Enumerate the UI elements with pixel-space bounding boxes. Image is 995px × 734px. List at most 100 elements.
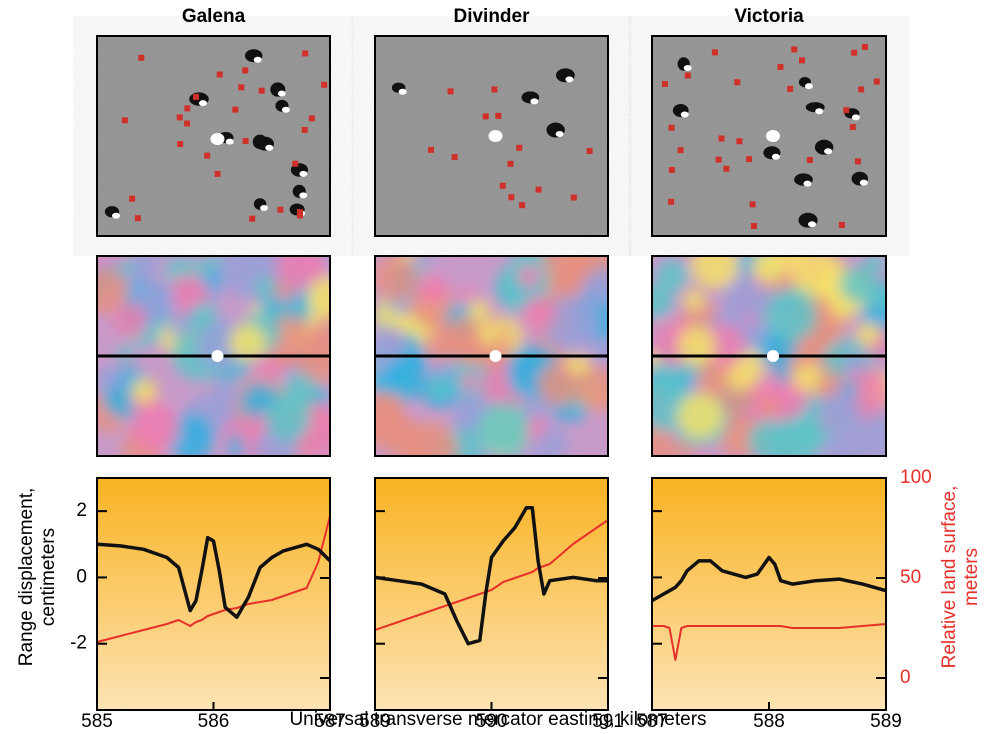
x-tick-label: 585: [81, 711, 113, 732]
site-marker: [451, 154, 458, 161]
fringe: [228, 323, 267, 362]
fringe: [864, 256, 886, 275]
x-tick-label: 589: [359, 711, 391, 732]
site-marker: [715, 156, 722, 163]
fringe: [542, 295, 599, 352]
site-marker: [516, 144, 523, 151]
y-axis-label: Range displacement, centimeters: [16, 487, 59, 667]
fringe: [792, 363, 822, 393]
y2-tick-label: 100: [900, 467, 932, 488]
fringe: [820, 433, 862, 456]
site-marker: [296, 209, 303, 216]
interferogram-blobs: [375, 256, 608, 456]
crater-light: [277, 90, 286, 97]
site-marker: [851, 49, 858, 56]
site-marker: [750, 223, 757, 230]
site-marker: [134, 215, 141, 222]
crater-light: [299, 192, 308, 199]
crater-light: [198, 100, 207, 107]
fringe: [517, 264, 541, 288]
site-marker: [277, 206, 284, 213]
fringe: [758, 396, 779, 418]
crater-light: [299, 170, 308, 177]
series-line: [374, 506, 608, 646]
fringe: [125, 256, 161, 280]
crater-light: [803, 180, 812, 187]
crater-light: [804, 83, 813, 90]
y2-tick-label: 50: [900, 567, 921, 588]
site-marker: [138, 54, 145, 61]
site-marker: [749, 201, 756, 208]
center-marker: [489, 350, 502, 362]
fringe: [169, 273, 209, 314]
crater-light: [530, 98, 539, 105]
fringe: [774, 256, 806, 273]
site-marker: [787, 85, 794, 92]
site-marker: [718, 135, 725, 142]
site-marker: [176, 114, 183, 121]
fringe: [276, 256, 323, 289]
y-tick-label: -2: [70, 633, 87, 654]
y-tick-label: 0: [76, 566, 87, 587]
crater-light: [859, 179, 868, 186]
center-marker: [767, 350, 779, 362]
site-marker: [499, 182, 506, 189]
x-tick-label: 588: [753, 711, 785, 732]
site-marker: [746, 156, 753, 163]
fringe: [582, 268, 608, 305]
image-panels: [96, 35, 887, 457]
site-marker: [508, 194, 515, 201]
fringe: [383, 418, 427, 456]
plot-frame: [96, 477, 331, 711]
crater-light: [398, 88, 407, 95]
fringe: [765, 288, 818, 341]
site-marker: [216, 71, 223, 78]
y2-axis-label: Relative land surface, meters: [939, 485, 982, 669]
series-line: [96, 535, 332, 619]
series-line: [652, 623, 887, 661]
site-marker: [799, 57, 806, 64]
site-marker: [204, 152, 211, 159]
fringe: [839, 266, 876, 303]
fringe: [791, 256, 843, 301]
fringe: [218, 256, 268, 284]
site-marker: [736, 138, 743, 145]
crater-light: [281, 106, 290, 113]
fringe: [118, 258, 135, 275]
site-marker: [711, 49, 718, 56]
site-marker: [482, 113, 489, 120]
crater-light: [565, 76, 574, 83]
site-marker: [297, 212, 304, 219]
crater-light: [225, 138, 234, 145]
fringe: [468, 300, 490, 323]
fringe: [690, 256, 740, 289]
fringe: [190, 302, 218, 329]
site-marker: [806, 156, 813, 163]
fringe: [816, 392, 861, 437]
x-tick-label: 586: [198, 711, 230, 732]
site-marker: [242, 138, 249, 145]
site-marker: [668, 124, 675, 131]
fringe: [759, 258, 777, 276]
crater-light: [683, 64, 692, 71]
series-line: [374, 519, 609, 631]
site-marker: [677, 147, 684, 154]
fringe: [453, 394, 484, 425]
site-marker: [495, 112, 502, 119]
fringe: [307, 276, 330, 318]
center-marker: [488, 130, 503, 142]
crater-light: [824, 148, 833, 155]
plot-frame: [651, 477, 887, 711]
fringe: [853, 413, 886, 456]
fringe: [375, 325, 407, 365]
site-marker: [519, 202, 526, 209]
site-marker: [586, 147, 593, 154]
site-marker: [447, 88, 454, 95]
site-marker: [177, 141, 184, 148]
fringe: [565, 355, 582, 372]
fringe: [747, 419, 789, 456]
fringe: [202, 271, 222, 290]
crater-light: [815, 108, 824, 115]
site-marker: [184, 120, 191, 127]
